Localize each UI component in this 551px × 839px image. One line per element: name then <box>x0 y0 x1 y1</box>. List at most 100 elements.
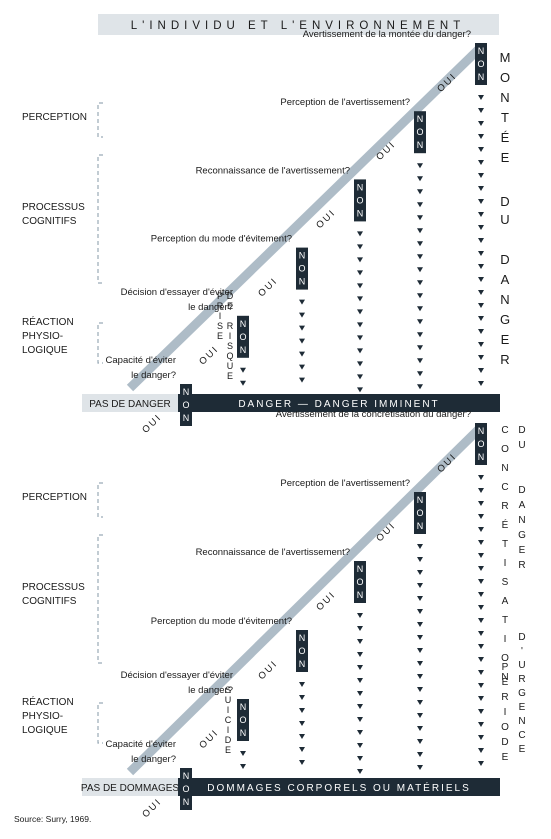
question-text: le danger? <box>188 685 233 696</box>
down-triangle <box>478 579 484 584</box>
down-triangle <box>357 335 363 341</box>
danger-bar <box>178 778 500 796</box>
question-text: Avertissement de la concrétisation du da… <box>276 409 471 420</box>
down-triangle <box>357 691 363 696</box>
right-word-du-danger: A <box>519 500 526 511</box>
right-word-danger: G <box>500 312 510 327</box>
right-word-concretisation: I <box>504 558 507 569</box>
down-triangle <box>417 765 423 770</box>
question-text: Capacité d'éviter <box>106 739 176 750</box>
down-triangle <box>417 570 423 575</box>
side-cognitive: PROCESSUS <box>22 582 85 593</box>
non-label: N <box>357 182 364 192</box>
non-label: N <box>417 495 424 505</box>
down-triangle <box>478 381 484 386</box>
down-triangle <box>478 316 484 321</box>
non-label: O <box>239 332 246 342</box>
right-word-concretisation: O <box>501 653 509 664</box>
non-box <box>237 699 249 741</box>
right-word-du-danger: N <box>518 515 525 526</box>
stair-diagonal <box>126 43 485 392</box>
down-triangle <box>417 713 423 718</box>
right-word-concretisation: R <box>501 501 508 512</box>
down-triangle <box>417 202 423 208</box>
non-label: N <box>240 319 247 329</box>
non-label: N <box>417 521 424 531</box>
oui-label: OUI <box>140 412 164 436</box>
right-word-urgence: D <box>518 632 525 643</box>
risk-label: E <box>227 371 233 381</box>
down-triangle <box>478 368 484 373</box>
non-label: O <box>182 400 189 410</box>
down-triangle <box>417 648 423 653</box>
down-triangle <box>417 609 423 614</box>
down-triangle <box>478 225 484 230</box>
oui-label: OUI <box>140 796 164 820</box>
non-box <box>296 247 308 290</box>
no-danger-bar <box>82 778 178 796</box>
non-box <box>475 43 487 85</box>
risk-label: S <box>227 341 233 351</box>
down-triangle <box>478 212 484 217</box>
bracket-physio <box>97 702 103 744</box>
down-triangle <box>478 488 484 493</box>
right-word-danger: R <box>500 352 509 367</box>
down-triangle <box>357 270 363 276</box>
right-word-montee: M <box>500 50 511 65</box>
down-triangle <box>478 475 484 480</box>
suicide-label: S <box>225 685 231 695</box>
non-label: N <box>299 277 306 287</box>
down-triangle <box>478 709 484 714</box>
bracket-perception <box>97 102 103 138</box>
down-triangle <box>417 293 423 299</box>
down-triangle <box>417 739 423 744</box>
header-title: L'INDIVIDU ET L'ENVIRONNEMENT <box>131 20 466 32</box>
right-word-urgence: ' <box>521 646 523 657</box>
bracket-cognitive <box>97 154 103 284</box>
right-word-periode: E <box>502 752 509 763</box>
down-triangle <box>417 280 423 286</box>
right-word-concretisation: N <box>501 672 508 683</box>
right-word-danger: D <box>500 252 509 267</box>
side-perception: PERCEPTION <box>22 112 87 123</box>
right-word-urgence: U <box>518 660 525 671</box>
question-text: le danger? <box>131 370 176 381</box>
non-box <box>296 630 308 672</box>
down-triangle <box>478 644 484 649</box>
non-label: N <box>183 387 190 397</box>
right-word-concretisation: I <box>504 634 507 645</box>
down-triangle <box>417 726 423 731</box>
risk-label: U <box>227 361 234 371</box>
risk-label: R <box>217 301 224 311</box>
down-triangle <box>478 186 484 191</box>
down-triangle <box>478 173 484 178</box>
no-danger-label: PAS DE DOMMAGES <box>81 783 179 794</box>
down-triangle <box>240 764 246 769</box>
right-word-periode: I <box>504 707 507 718</box>
non-label: N <box>183 413 190 423</box>
right-word-concretisation: C <box>501 425 508 436</box>
down-triangle <box>357 665 363 670</box>
down-triangle <box>357 374 363 380</box>
question-text: Capacité d'éviter <box>106 355 176 366</box>
down-triangle <box>417 752 423 757</box>
right-word-concretisation: S <box>502 577 509 588</box>
non-label: N <box>240 702 247 712</box>
down-triangle <box>478 95 484 100</box>
down-triangle <box>357 639 363 644</box>
non-label: N <box>478 72 485 82</box>
down-triangle <box>478 618 484 623</box>
down-triangle <box>299 377 305 383</box>
down-triangle <box>299 351 305 357</box>
side-physio: PHYSIO- <box>22 331 63 342</box>
right-word-du-danger: D <box>518 425 525 436</box>
down-triangle <box>478 514 484 519</box>
down-triangle <box>357 231 363 237</box>
side-cognitive: COGNITIFS <box>22 596 77 607</box>
down-triangle <box>299 747 305 752</box>
down-triangle <box>478 566 484 571</box>
question-text: Perception du mode d'évitement? <box>151 234 292 245</box>
side-physio: LOGIQUE <box>22 345 68 356</box>
down-triangle <box>478 605 484 610</box>
down-triangle <box>417 384 423 390</box>
